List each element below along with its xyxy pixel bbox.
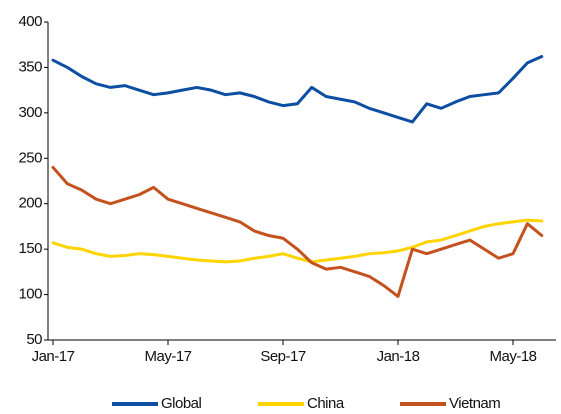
series-line bbox=[51, 218, 544, 264]
x-tick-label: May-17 bbox=[144, 348, 191, 365]
series-line bbox=[51, 55, 544, 124]
x-tick-label: May-18 bbox=[489, 348, 536, 365]
y-tick-label: 400 bbox=[18, 13, 42, 30]
y-tick-label: 300 bbox=[18, 104, 42, 121]
legend-label: Vietnam bbox=[449, 395, 500, 412]
y-tick-label: 150 bbox=[18, 240, 42, 257]
series-line bbox=[51, 165, 544, 298]
y-tick-label: 350 bbox=[18, 58, 42, 75]
legend-label: China bbox=[307, 395, 345, 412]
x-tick-label: Sep-17 bbox=[260, 348, 306, 365]
x-tick-label: Jan-17 bbox=[32, 348, 75, 365]
y-tick-label: 250 bbox=[18, 149, 42, 166]
y-tick-label: 100 bbox=[18, 286, 42, 303]
y-tick-label: 50 bbox=[26, 331, 42, 348]
x-tick-label: Jan-18 bbox=[377, 348, 420, 365]
legend-label: Global bbox=[161, 395, 202, 412]
y-tick-label: 200 bbox=[18, 195, 42, 212]
